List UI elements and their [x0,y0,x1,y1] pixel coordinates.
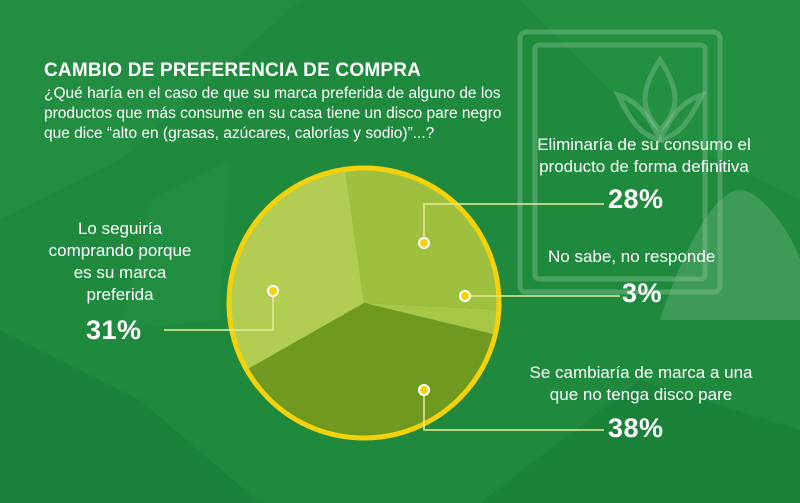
slice-label-no-sabe: No sabe, no responde [548,247,716,266]
slice-marker-seguiria [267,285,279,297]
slice-label-cambiaria: Se cambiaría de marca a una que no tenga… [529,363,753,404]
slice-value-seguiria: 31% [86,315,142,345]
slice-value-cambiaria: 38% [608,413,664,443]
leader-line-eliminaria [423,203,604,243]
leader-lines [164,203,620,431]
pie-slice-cambiaria [248,303,494,436]
slice-marker-cambiaria [418,384,430,396]
slice-label-seguiria: Lo seguiría comprando porque es su marca… [48,219,192,304]
slice-label-eliminaria: Eliminaría de su consumo el producto de … [537,135,751,176]
leader-line-cambiaria [423,390,604,431]
book-plant-icon [517,29,723,295]
slice-value-eliminaria: 28% [608,184,664,214]
sugar-pile-icon [660,190,800,320]
pie-slice-seguiria [230,171,364,369]
page-title: CAMBIO DE PREFERENCIA DE COMPRA [44,60,422,81]
pie-slice-no-sabe [364,303,497,335]
pie-ring [226,165,502,441]
slice-value-no-sabe: 3% [622,278,663,308]
leader-line-seguiria [164,291,274,331]
slice-marker-no-sabe [459,290,471,302]
survey-question: ¿Qué haría en el caso de que su marca pr… [44,85,502,142]
slice-marker-eliminaria [418,237,430,249]
